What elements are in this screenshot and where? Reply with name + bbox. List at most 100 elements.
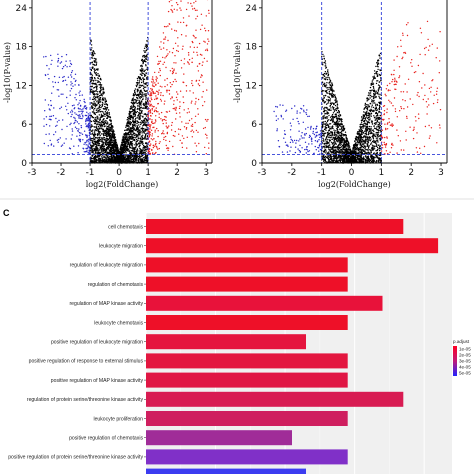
data-point (95, 129, 98, 131)
data-point (192, 8, 194, 10)
data-point (95, 74, 97, 76)
data-point (127, 141, 129, 143)
data-point (97, 110, 99, 112)
data-point (105, 100, 108, 103)
data-point (129, 118, 132, 121)
data-point (100, 151, 102, 153)
data-point (82, 139, 84, 141)
data-point (92, 107, 94, 109)
data-point (164, 100, 166, 102)
data-point (137, 160, 140, 162)
data-point (98, 142, 101, 145)
data-point (139, 102, 141, 104)
data-point (98, 149, 100, 151)
data-point (53, 133, 55, 136)
data-point (79, 108, 81, 110)
data-point (95, 85, 97, 88)
data-point (142, 81, 145, 83)
data-point (66, 96, 68, 99)
data-point (138, 96, 141, 99)
data-point (208, 147, 210, 149)
data-point (66, 109, 68, 111)
data-point (119, 147, 122, 150)
data-point (97, 133, 100, 135)
data-point (142, 107, 145, 109)
data-point (64, 79, 67, 82)
data-point (125, 126, 127, 128)
data-point (149, 90, 151, 93)
data-point (74, 117, 76, 120)
data-point (145, 95, 148, 97)
data-point (141, 65, 143, 68)
data-point (118, 154, 120, 157)
data-point (83, 98, 85, 101)
data-point (305, 113, 308, 116)
data-point (129, 143, 131, 145)
data-point (339, 152, 341, 154)
data-point (136, 126, 139, 129)
data-point (117, 160, 119, 163)
data-point (132, 147, 134, 150)
data-point (152, 76, 154, 78)
data-point (150, 129, 153, 131)
data-point (206, 49, 209, 52)
data-point (163, 38, 165, 40)
data-point (155, 80, 158, 82)
data-point (91, 55, 94, 57)
data-point (90, 105, 93, 108)
data-point (113, 134, 116, 137)
data-point (97, 73, 99, 75)
data-point (204, 41, 206, 43)
data-point (135, 101, 137, 104)
data-point (99, 131, 101, 133)
data-point (97, 111, 99, 113)
data-point (112, 149, 115, 151)
data-point (198, 142, 200, 145)
data-point (101, 152, 104, 154)
data-point (208, 40, 210, 42)
data-point (183, 63, 185, 65)
data-point (133, 134, 135, 137)
data-point (103, 135, 105, 137)
data-point (299, 144, 301, 147)
data-point (148, 136, 150, 138)
data-point (313, 152, 315, 154)
data-point (98, 84, 100, 86)
data-point (146, 119, 148, 122)
data-point (176, 49, 178, 52)
data-point (127, 121, 129, 123)
data-point (99, 140, 101, 142)
data-point (155, 120, 157, 122)
data-point (129, 127, 131, 129)
data-point (71, 109, 73, 112)
data-point (160, 118, 162, 120)
data-point (135, 111, 137, 114)
data-point (137, 97, 139, 100)
data-point (94, 136, 97, 139)
data-point (194, 103, 196, 105)
data-point (172, 70, 174, 73)
data-point (92, 54, 95, 57)
data-point (124, 145, 127, 147)
data-point (158, 89, 160, 91)
data-point (80, 132, 82, 134)
data-point (138, 152, 140, 154)
data-point (146, 40, 148, 42)
data-point (366, 100, 368, 102)
data-point (95, 119, 97, 122)
data-point (175, 109, 177, 111)
data-point (102, 147, 105, 149)
data-point (140, 93, 142, 96)
data-point (90, 133, 92, 135)
data-point (87, 141, 89, 143)
data-point (45, 55, 47, 58)
data-point (95, 72, 98, 74)
data-point (97, 141, 99, 144)
data-point (110, 122, 113, 125)
data-point (275, 115, 277, 117)
data-point (179, 128, 182, 131)
data-point (145, 106, 147, 108)
data-point (369, 143, 372, 145)
data-point (378, 81, 380, 83)
data-point (174, 29, 176, 32)
